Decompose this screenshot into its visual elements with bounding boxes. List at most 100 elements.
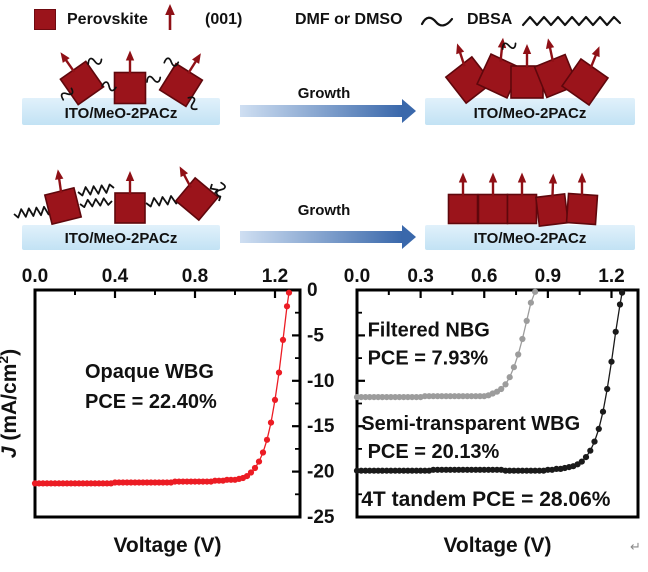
- y-tick-label: -5: [307, 325, 324, 346]
- series-line: [35, 292, 290, 485]
- x-tick-label: 0.3: [407, 266, 433, 287]
- y-tick-label: -15: [307, 416, 335, 437]
- perovskite-crystal: [534, 173, 570, 228]
- perovskite-swatch-icon: [34, 9, 56, 30]
- solvent-squiggle-icon: [215, 181, 226, 198]
- annotation: 4T tandem PCE = 28.06%: [361, 488, 611, 511]
- solvent-squiggle-icon: [187, 96, 198, 111]
- series-point: [379, 394, 386, 401]
- orientation-arrow-icon: [187, 53, 201, 75]
- series-point: [608, 358, 615, 365]
- series-point: [358, 394, 365, 401]
- x-tick-label: 1.2: [262, 266, 288, 287]
- substrate-row1-right: [425, 98, 635, 125]
- series-point: [279, 336, 287, 343]
- y-tick-label: -20: [307, 462, 334, 483]
- orientation-arrow-icon: [179, 166, 192, 189]
- perovskite-crystal: [565, 172, 599, 226]
- orientation-arrow-icon: [522, 44, 532, 68]
- y-tick-label: -10: [307, 371, 334, 392]
- series-point: [387, 394, 394, 401]
- dbsa-chain: [77, 183, 115, 197]
- series-point: [430, 393, 437, 400]
- perovskite-crystal: [506, 172, 538, 225]
- dbsa-chain: [79, 197, 113, 209]
- orientation-arrow-icon: [488, 172, 498, 197]
- annotation: Filtered NBG: [368, 319, 490, 341]
- series-point: [438, 393, 445, 400]
- solvent-squiggle-icon: [501, 42, 517, 50]
- series-point: [438, 466, 445, 473]
- perovskite-crystals: [43, 37, 610, 228]
- series-point: [468, 466, 475, 473]
- perovskite-crystal: [114, 171, 146, 224]
- series-point: [591, 438, 598, 445]
- x-axis-label: Voltage (V): [443, 534, 551, 557]
- series-point: [459, 466, 467, 473]
- series-point: [604, 385, 611, 393]
- growth-schematic: Growth Growth ITO/MeO-2PACz ITO/MeO-2PAC…: [13, 37, 635, 250]
- semitransparent-wbg-jv-chart: 0.0 0.3 0.6 0.9 1.2 Filtered NBG PCE = 7.93% Se…: [344, 266, 640, 557]
- legend: Perovskite (001) DMF or DMSO DBSA: [0, 0, 648, 38]
- series-point: [379, 467, 386, 474]
- series-point: [510, 364, 517, 371]
- solvent-wave-icon: [420, 16, 454, 27]
- orientation-arrow-icon: [125, 50, 135, 75]
- y-tick-label: 0: [307, 280, 318, 301]
- series-point: [447, 393, 454, 400]
- x-tick-label: 0.8: [182, 266, 208, 287]
- series-point: [481, 466, 488, 473]
- substrate-row2-left: [22, 225, 220, 250]
- legend-solvent-label: DMF or DMSO: [295, 11, 403, 28]
- growth-label-row1: Growth: [298, 85, 351, 102]
- orientation-arrow-icon: [517, 172, 527, 197]
- series-point: [523, 317, 530, 324]
- legend-perovskite-label: Perovskite: [67, 11, 148, 28]
- series-point: [489, 466, 496, 473]
- series-point: [275, 369, 283, 376]
- series-point: [243, 473, 251, 480]
- surfactant-zigzag-icon: [521, 15, 622, 27]
- orientation-arrow-icon: [458, 172, 468, 197]
- orientation-arrow-icon: [577, 172, 587, 197]
- series-point: [409, 467, 416, 474]
- perovskite-crystal: [444, 43, 494, 105]
- series-point: [612, 328, 619, 335]
- series-point: [396, 467, 403, 474]
- orientation-arrow-icon: [548, 173, 558, 198]
- annotation: PCE = 20.13%: [368, 441, 500, 463]
- dbsa-chain: [13, 205, 53, 219]
- annotation: PCE = 7.93%: [368, 347, 489, 369]
- series-point: [259, 449, 267, 456]
- substrate-row1-left: [22, 98, 220, 125]
- perovskite-crystal: [101, 50, 162, 105]
- opaque-wbg-jv-chart: 0.0 0.4 0.8 1.2 0 -5 -10 -15 -20 -25 Opaque WBG PCE…: [0, 266, 335, 557]
- series-point: [532, 467, 539, 474]
- growth-arrow-row2: Growth: [240, 202, 416, 249]
- perovskite-crystal: [43, 169, 83, 226]
- y-axis-label: J (mA/cm2): [0, 349, 21, 458]
- substrate-label-row2-right: ITO/MeO-2PACz: [474, 230, 587, 247]
- series-point: [247, 469, 255, 476]
- substrate-label-row2-left: ITO/MeO-2PACz: [65, 230, 178, 247]
- series-point: [468, 393, 475, 400]
- series-point: [587, 447, 594, 454]
- annotation: Opaque WBG: [85, 361, 214, 383]
- substrate-label-row1-left: ITO/MeO-2PACz: [65, 105, 178, 122]
- series-point: [599, 408, 607, 415]
- perovskite-crystal: [447, 172, 479, 225]
- dbsa-chain: [145, 195, 181, 208]
- series-point: [430, 466, 437, 473]
- orientation-arrow-icon: [589, 46, 600, 70]
- series-point: [459, 393, 467, 400]
- series-point: [616, 301, 624, 308]
- perovskite-crystal: [59, 52, 105, 106]
- series-point: [527, 299, 534, 306]
- series-point: [366, 394, 373, 401]
- orientation-arrow-icon: [165, 4, 175, 30]
- solvent-squiggle-icon: [87, 57, 103, 65]
- return-mark: ↵: [630, 539, 641, 554]
- series-point: [283, 303, 291, 310]
- substrate-row2-right: [425, 225, 635, 250]
- series-point: [358, 467, 365, 474]
